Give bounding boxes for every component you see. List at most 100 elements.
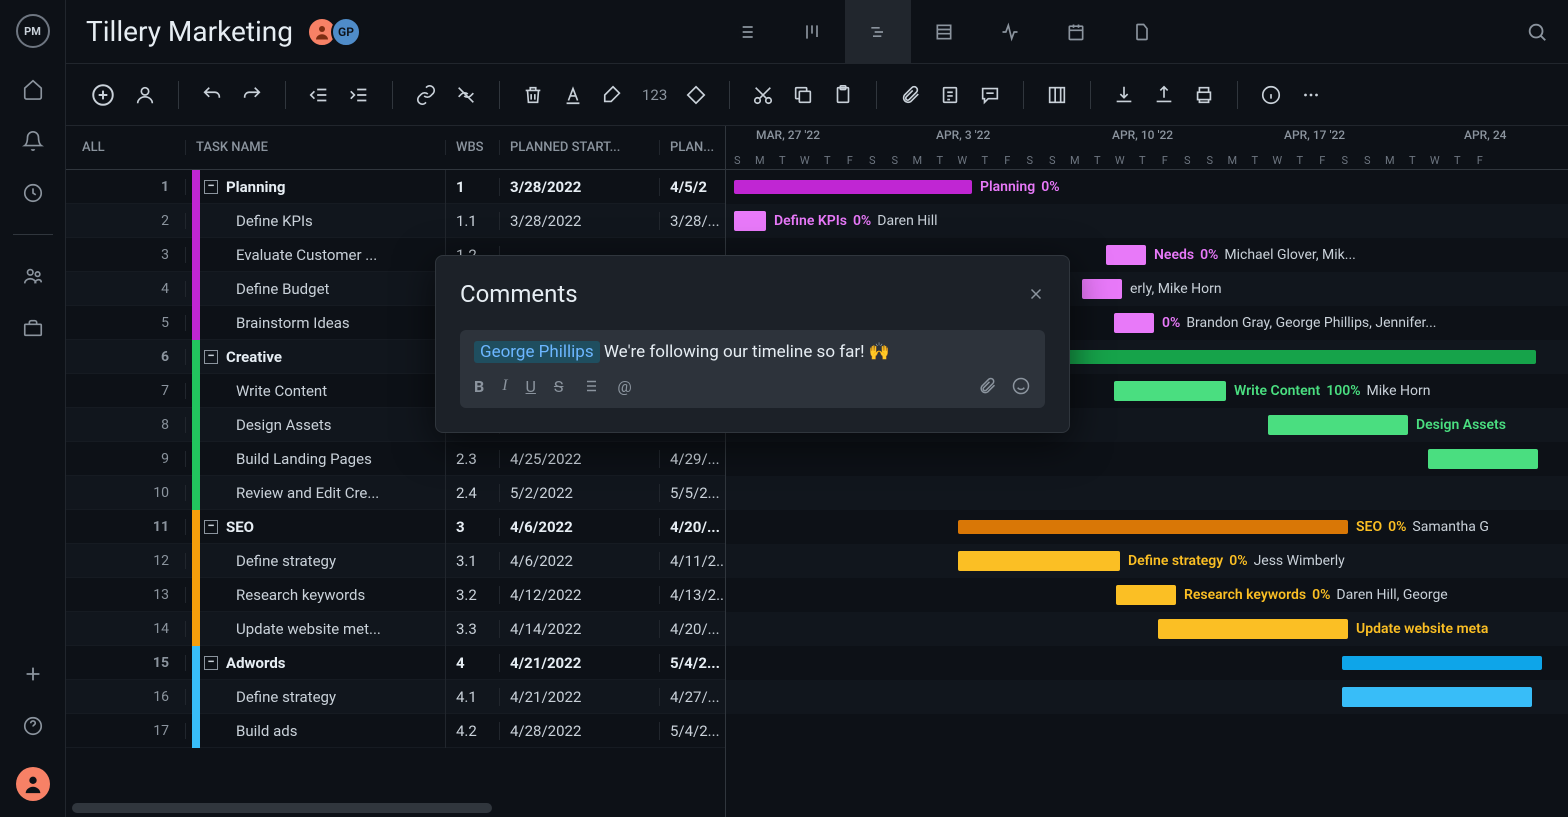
gantt-row[interactable]: Update website meta <box>726 612 1568 646</box>
gantt-bar[interactable] <box>734 211 766 231</box>
gantt-bar[interactable] <box>1342 656 1542 670</box>
collapse-icon[interactable]: − <box>204 520 218 534</box>
view-list-icon[interactable] <box>713 0 779 64</box>
gantt-row[interactable] <box>726 680 1568 714</box>
table-row[interactable]: 1−Planning13/28/20224/5/2 <box>66 170 725 204</box>
gantt-row[interactable]: SEO0%Samantha G <box>726 510 1568 544</box>
gantt-row[interactable] <box>726 476 1568 510</box>
collapse-icon[interactable]: − <box>204 656 218 670</box>
table-row[interactable]: 12Define strategy3.14/6/20224/11/2... <box>66 544 725 578</box>
attach-icon[interactable] <box>977 376 997 396</box>
gantt-bar[interactable] <box>1428 449 1538 469</box>
home-icon[interactable] <box>22 78 44 100</box>
gantt-bar[interactable] <box>734 180 972 194</box>
col-header-wbs[interactable]: WBS <box>446 140 500 155</box>
gantt-row[interactable]: Define KPIs0%Daren Hill <box>726 204 1568 238</box>
search-icon[interactable] <box>1526 21 1548 43</box>
gantt-bar[interactable] <box>958 520 1348 534</box>
link-icon[interactable] <box>415 84 437 106</box>
view-file-icon[interactable] <box>1109 0 1175 64</box>
collapse-icon[interactable]: − <box>204 350 218 364</box>
gantt-chart[interactable]: SMTWTFSSMTWTFSSMTWTFSSMTWTFSSMTWTF MAR, … <box>726 126 1568 817</box>
strike-icon[interactable]: S <box>554 377 564 396</box>
info-icon[interactable] <box>1260 84 1282 106</box>
scrollbar-thumb[interactable] <box>72 803 492 813</box>
briefcase-icon[interactable] <box>22 317 44 339</box>
collapse-icon[interactable]: − <box>204 180 218 194</box>
cut-icon[interactable] <box>752 84 774 106</box>
table-row[interactable]: 13Research keywords3.24/12/20224/13/2... <box>66 578 725 612</box>
gantt-bar[interactable] <box>1342 687 1532 707</box>
list-icon[interactable] <box>581 377 599 395</box>
table-row[interactable]: 10Review and Edit Cre...2.45/2/20225/5/2… <box>66 476 725 510</box>
view-calendar-icon[interactable] <box>1043 0 1109 64</box>
view-activity-icon[interactable] <box>977 0 1043 64</box>
app-logo[interactable]: PM <box>16 14 50 48</box>
highlight-icon[interactable] <box>602 84 624 106</box>
view-gantt-icon[interactable] <box>845 0 911 64</box>
member-avatars[interactable]: GP <box>313 17 361 47</box>
emoji-icon[interactable] <box>1011 376 1031 396</box>
unlink-icon[interactable] <box>455 84 477 106</box>
gantt-bar[interactable] <box>1268 415 1408 435</box>
gantt-bar[interactable] <box>958 551 1120 571</box>
gantt-row[interactable]: Research keywords0%Daren Hill, George <box>726 578 1568 612</box>
paste-icon[interactable] <box>832 84 854 106</box>
user-avatar[interactable] <box>16 767 50 801</box>
export-icon[interactable] <box>1153 84 1175 106</box>
assign-icon[interactable] <box>134 84 156 106</box>
plus-icon[interactable] <box>22 663 44 685</box>
gantt-bar[interactable] <box>1114 313 1154 333</box>
gantt-bar[interactable] <box>1106 245 1146 265</box>
table-row[interactable]: 16Define strategy4.14/21/20224/27/... <box>66 680 725 714</box>
more-icon[interactable] <box>1300 84 1322 106</box>
gantt-bar[interactable] <box>1114 381 1226 401</box>
table-row[interactable]: 15−Adwords44/21/20225/4/2... <box>66 646 725 680</box>
gantt-bar[interactable] <box>1116 585 1176 605</box>
gantt-bar[interactable] <box>1082 279 1122 299</box>
columns-icon[interactable] <box>1046 84 1068 106</box>
comment-input[interactable]: George Phillips We're following our time… <box>460 330 1045 408</box>
view-sheet-icon[interactable] <box>911 0 977 64</box>
col-header-all[interactable]: ALL <box>66 140 186 155</box>
avatar[interactable]: GP <box>331 17 361 47</box>
help-icon[interactable] <box>22 715 44 737</box>
gantt-row[interactable] <box>726 442 1568 476</box>
mention-chip[interactable]: George Phillips <box>474 341 600 363</box>
gantt-bar[interactable] <box>1158 619 1348 639</box>
add-icon[interactable] <box>90 82 116 108</box>
italic-icon[interactable]: I <box>502 377 507 395</box>
gantt-row[interactable]: Planning0% <box>726 170 1568 204</box>
bold-icon[interactable]: B <box>474 377 484 396</box>
number-icon[interactable]: 123 <box>642 86 667 104</box>
attachment-icon[interactable] <box>899 84 921 106</box>
table-row[interactable]: 2Define KPIs1.13/28/20223/28/... <box>66 204 725 238</box>
gantt-row[interactable]: Define strategy0%Jess Wimberly <box>726 544 1568 578</box>
horizontal-scrollbar[interactable] <box>72 803 1560 813</box>
redo-icon[interactable] <box>241 84 263 106</box>
import-icon[interactable] <box>1113 84 1135 106</box>
underline-icon[interactable]: U <box>526 377 536 396</box>
mention-icon[interactable]: @ <box>617 377 631 396</box>
milestone-icon[interactable] <box>685 84 707 106</box>
col-header-start[interactable]: PLANNED START... <box>500 140 660 155</box>
table-row[interactable]: 17Build ads4.24/28/20225/4/2... <box>66 714 725 748</box>
view-board-icon[interactable] <box>779 0 845 64</box>
bell-icon[interactable] <box>22 130 44 152</box>
people-icon[interactable] <box>22 265 44 287</box>
comment-icon[interactable] <box>979 84 1001 106</box>
undo-icon[interactable] <box>201 84 223 106</box>
table-row[interactable]: 11−SEO34/6/20224/20/... <box>66 510 725 544</box>
notes-icon[interactable] <box>939 84 961 106</box>
col-header-plan[interactable]: PLAN... <box>660 140 725 155</box>
indent-icon[interactable] <box>348 84 370 106</box>
outdent-icon[interactable] <box>308 84 330 106</box>
comment-text[interactable]: George Phillips We're following our time… <box>474 342 1031 362</box>
delete-icon[interactable] <box>522 84 544 106</box>
table-row[interactable]: 14Update website met...3.34/14/20224/20/… <box>66 612 725 646</box>
clock-icon[interactable] <box>22 182 44 204</box>
copy-icon[interactable] <box>792 84 814 106</box>
text-color-icon[interactable] <box>562 84 584 106</box>
gantt-row[interactable] <box>726 646 1568 680</box>
gantt-row[interactable] <box>726 714 1568 748</box>
